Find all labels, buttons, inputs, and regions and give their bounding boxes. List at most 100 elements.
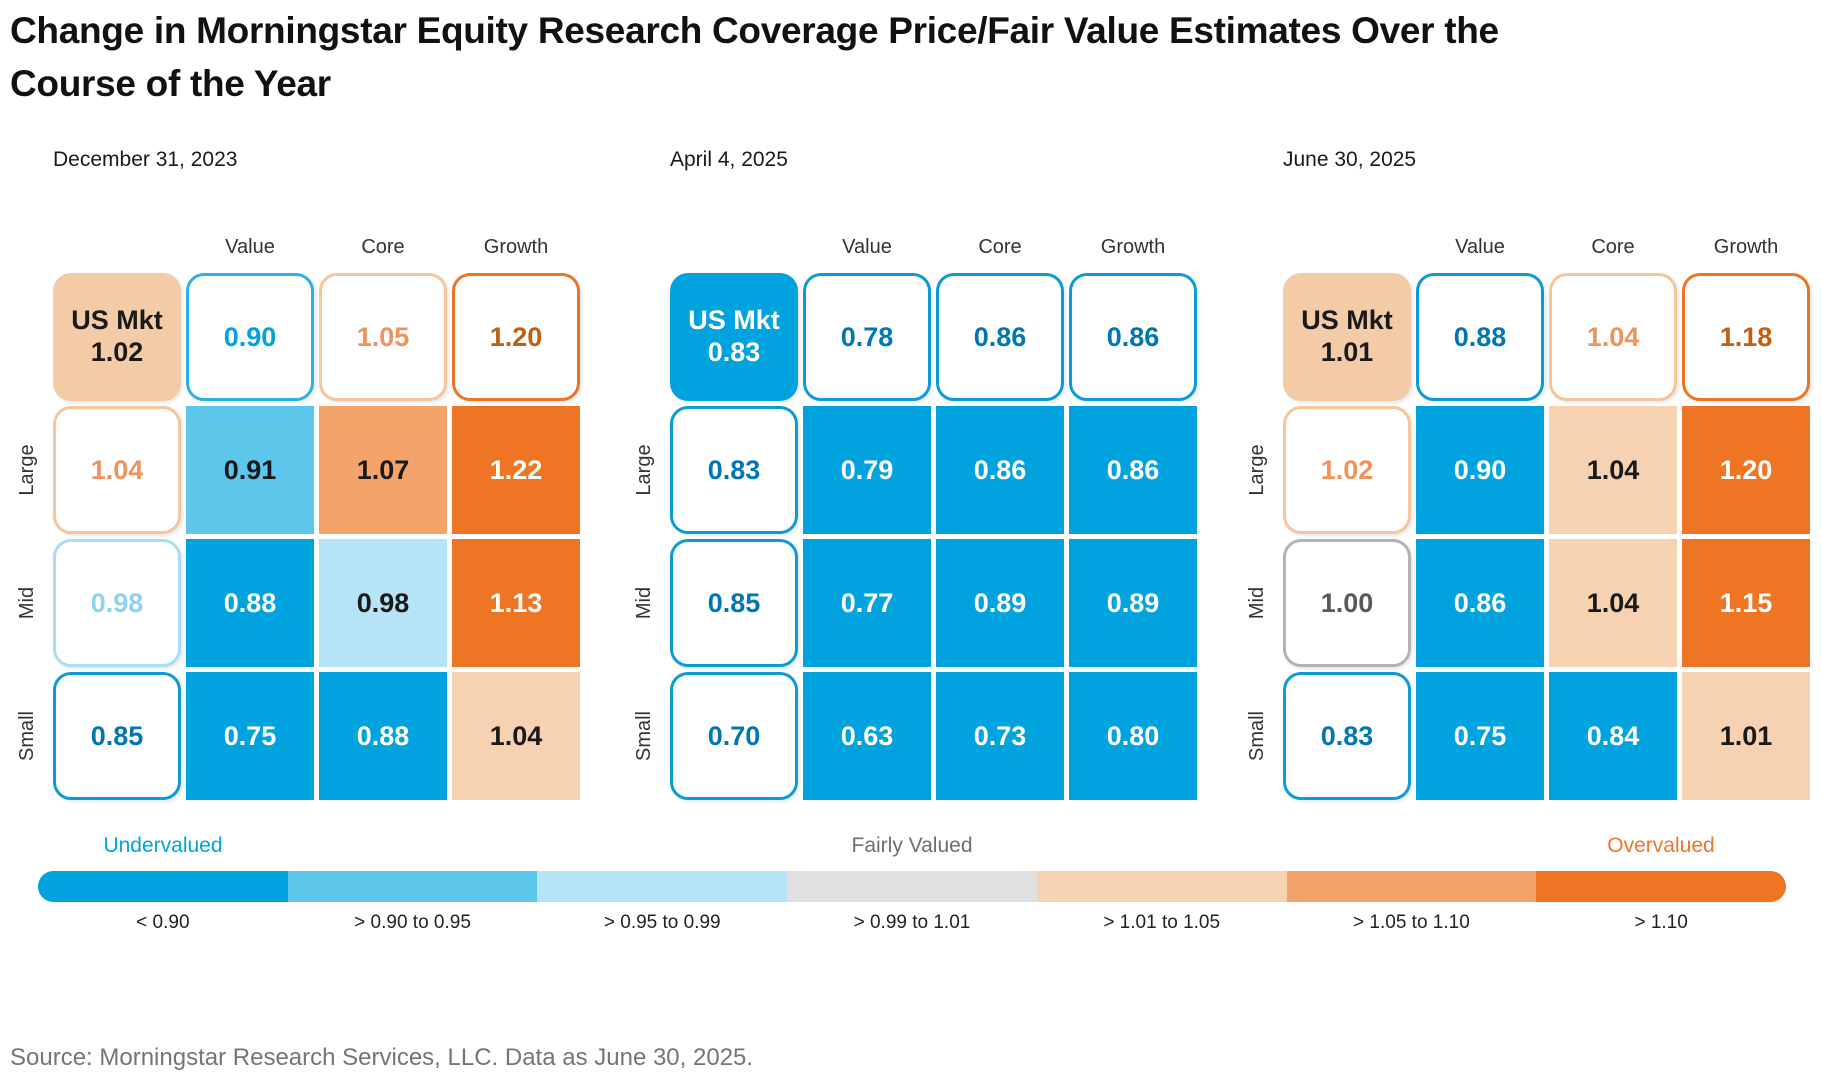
us-mkt-value: 1.01 bbox=[1320, 337, 1374, 367]
cell-large-growth: 0.86 bbox=[1069, 406, 1197, 534]
top-cell-value: 0.88 bbox=[1416, 273, 1544, 401]
us-mkt-label: US Mkt bbox=[71, 305, 163, 336]
cell-small-growth: 1.04 bbox=[452, 672, 580, 800]
us-mkt-value: 1.02 bbox=[90, 337, 144, 367]
col-header-core: Core bbox=[1591, 236, 1635, 258]
col-header-growth: Growth bbox=[483, 236, 549, 258]
us-mkt-value: 0.83 bbox=[707, 337, 761, 367]
top-cell-growth: 1.18 bbox=[1682, 273, 1810, 401]
left-cell-mid: 0.98 bbox=[53, 539, 181, 667]
legend-range-label: > 0.95 to 0.99 bbox=[603, 912, 721, 933]
legend-segment-r095_099 bbox=[537, 871, 788, 902]
cell-small-value: 0.63 bbox=[803, 672, 931, 800]
top-cell-growth: 0.86 bbox=[1069, 273, 1197, 401]
heatmap-panel: June 30, 2025 Value Core Growth US Mkt 1.01… bbox=[1246, 148, 1822, 813]
legend-color-bar bbox=[38, 871, 1787, 902]
left-cell-small: 0.70 bbox=[670, 672, 798, 800]
us-mkt-label: US Mkt bbox=[1301, 305, 1393, 336]
cell-large-growth: 1.20 bbox=[1682, 406, 1810, 534]
row-header-small: Small bbox=[633, 711, 655, 762]
legend-segment-r090_095 bbox=[287, 871, 538, 902]
row-header-large: Large bbox=[1246, 444, 1268, 496]
top-cell-core: 1.04 bbox=[1549, 273, 1677, 401]
legend-range-label: > 0.90 to 0.95 bbox=[354, 912, 471, 933]
top-cell-value: 0.78 bbox=[803, 273, 931, 401]
chart-title-line2: Course of the Year bbox=[10, 63, 331, 104]
panel-date: June 30, 2025 bbox=[1283, 148, 1417, 171]
cell-small-core: 0.84 bbox=[1549, 672, 1677, 800]
row-header-mid: Mid bbox=[633, 586, 655, 620]
cell-small-core: 0.88 bbox=[319, 672, 447, 800]
left-cell-large: 1.04 bbox=[53, 406, 181, 534]
cell-large-value: 0.79 bbox=[803, 406, 931, 534]
us-mkt-box: US Mkt 1.01 bbox=[1283, 273, 1411, 401]
cell-mid-value: 0.86 bbox=[1416, 539, 1544, 667]
left-cell-mid: 1.00 bbox=[1283, 539, 1411, 667]
col-header-growth: Growth bbox=[1100, 236, 1166, 258]
cell-large-growth: 1.22 bbox=[452, 406, 580, 534]
top-cell-core: 0.86 bbox=[936, 273, 1064, 401]
left-cell-mid: 0.85 bbox=[670, 539, 798, 667]
col-header-core: Core bbox=[361, 236, 405, 258]
cell-small-growth: 1.01 bbox=[1682, 672, 1810, 800]
chart-title: Change in Morningstar Equity Research Co… bbox=[10, 4, 1570, 110]
col-header-value: Value bbox=[842, 236, 892, 258]
row-header-small: Small bbox=[1246, 711, 1268, 762]
cell-small-value: 0.75 bbox=[186, 672, 314, 800]
us-mkt-box: US Mkt 1.02 bbox=[53, 273, 181, 401]
legend-fairly-valued-label: Fairly Valued bbox=[851, 834, 973, 857]
legend-segment-lt090 bbox=[38, 871, 288, 902]
legend-overvalued-label: Overvalued bbox=[1607, 834, 1715, 857]
legend-undervalued-label: Undervalued bbox=[103, 834, 223, 857]
row-header-large: Large bbox=[16, 444, 38, 496]
cell-mid-growth: 1.15 bbox=[1682, 539, 1810, 667]
source-note: Source: Morningstar Research Services, L… bbox=[10, 1044, 754, 1071]
cell-large-value: 0.91 bbox=[186, 406, 314, 534]
cell-large-core: 0.86 bbox=[936, 406, 1064, 534]
us-mkt-box: US Mkt 0.83 bbox=[670, 273, 798, 401]
col-header-core: Core bbox=[978, 236, 1022, 258]
top-cell-core: 1.05 bbox=[319, 273, 447, 401]
style-box-grid: US Mkt 1.01 0.88 1.04 1.18 1.02 0.90 1.04 1.20 1.… bbox=[1283, 273, 1810, 800]
left-cell-small: 0.85 bbox=[53, 672, 181, 800]
panel-date: December 31, 2023 bbox=[53, 148, 238, 171]
cell-small-growth: 0.80 bbox=[1069, 672, 1197, 800]
cell-small-core: 0.73 bbox=[936, 672, 1064, 800]
left-cell-large: 0.83 bbox=[670, 406, 798, 534]
row-header-mid: Mid bbox=[1246, 586, 1268, 620]
us-mkt-label: US Mkt bbox=[688, 305, 780, 336]
cell-mid-growth: 1.13 bbox=[452, 539, 580, 667]
heatmap-panel: December 31, 2023 Value Core Growth US Mkt… bbox=[16, 148, 598, 813]
cell-small-value: 0.75 bbox=[1416, 672, 1544, 800]
top-cell-growth: 1.20 bbox=[452, 273, 580, 401]
cell-large-value: 0.90 bbox=[1416, 406, 1544, 534]
cell-mid-value: 0.88 bbox=[186, 539, 314, 667]
panel-date: April 4, 2025 bbox=[670, 148, 788, 171]
left-cell-large: 1.02 bbox=[1283, 406, 1411, 534]
cell-mid-core: 0.98 bbox=[319, 539, 447, 667]
legend-segment-r101_105 bbox=[1036, 871, 1287, 902]
chart-title-line1: Change in Morningstar Equity Research Co… bbox=[10, 10, 1499, 51]
legend-range-label: > 1.05 to 1.10 bbox=[1353, 912, 1470, 933]
legend-segment-r105_110 bbox=[1286, 871, 1537, 902]
cell-mid-core: 0.89 bbox=[936, 539, 1064, 667]
legend-range-label: < 0.90 bbox=[136, 912, 190, 933]
col-header-value: Value bbox=[225, 236, 275, 258]
row-header-large: Large bbox=[633, 444, 655, 496]
cell-large-core: 1.07 bbox=[319, 406, 447, 534]
cell-mid-core: 1.04 bbox=[1549, 539, 1677, 667]
cell-mid-growth: 0.89 bbox=[1069, 539, 1197, 667]
col-header-value: Value bbox=[1455, 236, 1505, 258]
heatmap-panel: April 4, 2025 Value Core Growth US Mkt 0.83… bbox=[633, 148, 1215, 813]
valuation-legend: Undervalued Fairly Valued Overvalued < 0… bbox=[38, 834, 1787, 944]
left-cell-small: 0.83 bbox=[1283, 672, 1411, 800]
style-box-grid: US Mkt 0.83 0.78 0.86 0.86 0.83 0.79 0.86 0.86 0.… bbox=[670, 273, 1197, 800]
legend-segment-gt110 bbox=[1536, 871, 1787, 902]
row-header-mid: Mid bbox=[16, 586, 38, 620]
legend-segment-r099_101 bbox=[787, 871, 1037, 902]
style-box-grid: US Mkt 1.02 0.90 1.05 1.20 1.04 0.91 1.07 1.22 0.… bbox=[53, 273, 580, 800]
row-header-small: Small bbox=[16, 711, 38, 762]
legend-range-label: > 0.99 to 1.01 bbox=[853, 912, 971, 933]
col-header-growth: Growth bbox=[1713, 236, 1779, 258]
legend-range-label: > 1.01 to 1.05 bbox=[1103, 912, 1221, 933]
